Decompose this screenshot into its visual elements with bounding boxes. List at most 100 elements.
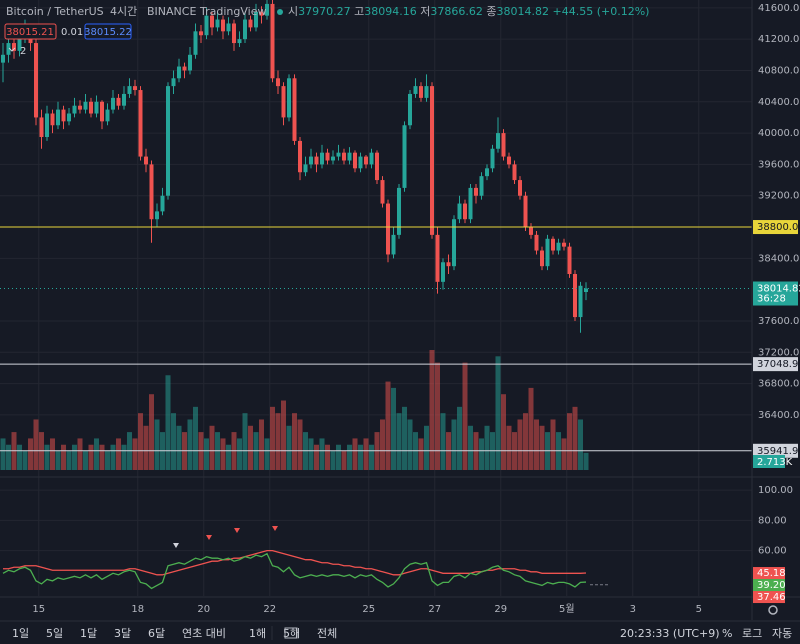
signal-marker — [173, 543, 179, 548]
grid — [0, 0, 752, 596]
candle-body — [34, 43, 38, 118]
volume-bar — [396, 413, 402, 470]
candle-body — [380, 180, 385, 204]
range-button[interactable]: 5해 — [283, 626, 300, 640]
range-button[interactable]: 전체 — [317, 627, 337, 640]
level-label: 38800.00 — [757, 222, 800, 233]
ohlc-value: 37866.62 — [430, 5, 483, 18]
y-tick-label: 40800.00 — [758, 65, 800, 76]
volume-bar — [358, 444, 363, 470]
volume-bar — [583, 452, 589, 470]
volume-bar — [435, 362, 440, 470]
osc-line — [3, 549, 587, 576]
candle-body — [226, 23, 231, 32]
level-label-bg — [753, 357, 798, 372]
candle-body — [1, 54, 5, 63]
ohlc-value: 37970.27 — [298, 5, 351, 18]
candle-body — [17, 39, 22, 51]
ohlc-label: 저 — [420, 5, 430, 18]
candle-body — [182, 66, 187, 71]
volume-bar — [0, 438, 6, 470]
volume-bar — [429, 350, 435, 470]
percent-toggle[interactable]: % — [722, 627, 732, 640]
candle-body — [347, 152, 352, 161]
candle-body — [160, 195, 165, 212]
volume-bar — [275, 413, 281, 470]
candle-body — [496, 133, 500, 149]
volume-bar — [242, 413, 248, 470]
volume-bar — [94, 438, 99, 470]
signal-marker — [234, 528, 240, 533]
candle-body — [556, 242, 561, 251]
candle-body — [584, 288, 588, 292]
volume-bar — [391, 387, 396, 470]
status-dot — [277, 9, 283, 15]
clock: 20:23:33 (UTC+9) — [620, 627, 720, 640]
range-button[interactable]: 6달 — [148, 627, 165, 640]
volume-bar — [462, 362, 468, 470]
auto-toggle[interactable]: 자동 — [772, 627, 792, 640]
candle-body — [270, 3, 275, 79]
volume-bar — [259, 419, 264, 470]
main-pane — [0, 0, 752, 470]
candle-body — [265, 3, 269, 16]
volume-bar — [270, 406, 275, 470]
candle-body — [540, 250, 544, 267]
range-button[interactable]: 3달 — [114, 627, 131, 640]
volume-bar — [380, 419, 385, 470]
candle-body — [441, 262, 445, 282]
candle-body — [298, 140, 302, 173]
collapse-icon[interactable] — [8, 47, 16, 52]
ohlc-value: 38094.16 — [364, 5, 417, 18]
candle-body — [12, 43, 16, 51]
candle-body — [127, 86, 132, 94]
bid[interactable]: 38015.21 — [6, 27, 54, 38]
osc-label: 39.20 — [757, 580, 786, 591]
volume-bar — [517, 419, 523, 470]
volume-bar — [220, 438, 226, 470]
range-button[interactable]: 5일 — [46, 626, 63, 640]
candle-body — [479, 176, 484, 196]
volume-bar — [121, 444, 127, 470]
ask[interactable]: 38015.22 — [84, 27, 132, 38]
x-tick-label: 20 — [197, 604, 210, 615]
range-button[interactable]: 1일 — [12, 626, 29, 640]
volume-bar — [132, 438, 138, 470]
candle-body — [512, 164, 517, 181]
volume-bar — [407, 419, 413, 470]
candle-body — [188, 54, 192, 71]
volume-bar — [578, 419, 583, 470]
range-button[interactable]: 연초 대비 — [182, 627, 226, 640]
candle-body — [551, 238, 555, 251]
volume-bar — [330, 451, 336, 470]
candle-body — [386, 203, 390, 255]
candle-body — [573, 274, 577, 318]
ohlc-label: 종 — [486, 5, 496, 18]
range-button[interactable]: 1달 — [80, 627, 97, 640]
volume-bar — [138, 413, 143, 470]
volume-bar — [561, 438, 567, 470]
settings-icon[interactable] — [768, 605, 778, 615]
range-button[interactable]: 1해 — [249, 626, 266, 640]
candle-body — [430, 86, 434, 235]
candle-body — [325, 152, 330, 161]
date-range-icon[interactable] — [284, 627, 298, 639]
level-label: 35941.96 — [757, 446, 800, 457]
candle-body — [67, 113, 71, 122]
volume-bar — [495, 356, 501, 470]
ohlc-value: 38014.82 — [497, 5, 550, 18]
sell-button[interactable] — [4, 23, 57, 40]
indicator-count[interactable]: 2 — [20, 46, 26, 57]
candle-body — [523, 195, 528, 228]
candle-body — [534, 234, 539, 251]
buy-button[interactable] — [84, 23, 132, 40]
candle-body — [111, 97, 115, 110]
candle-body — [413, 86, 418, 94]
candle-body — [149, 164, 154, 220]
volume-bar — [149, 394, 154, 470]
y-tick-label: 37200.00 — [758, 347, 800, 358]
volume-bar — [385, 381, 391, 470]
log-toggle[interactable]: 로그 — [742, 627, 762, 640]
